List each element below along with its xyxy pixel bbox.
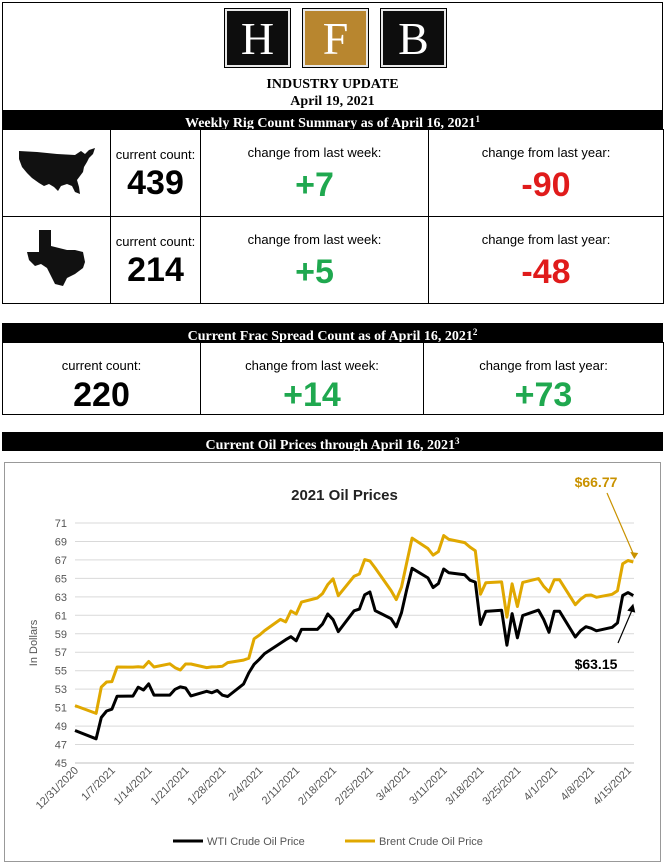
frac-week-cell: change from last week: +14 (200, 342, 424, 415)
legend-wti-label: WTI Crude Oil Price (207, 836, 305, 848)
tx-year-label: change from last year: (481, 232, 611, 247)
logo-letter-b: B (380, 8, 447, 68)
y-tick-label: 47 (55, 740, 67, 752)
x-tick-label: 3/18/2021 (444, 765, 487, 808)
rig-count-table: current count: 439 change from last week… (2, 129, 664, 304)
y-tick-label: 53 (55, 684, 67, 696)
tx-current-cell: current count: 214 (110, 216, 201, 304)
rig-count-title: Weekly Rig Count Summary as of April 16,… (184, 116, 476, 131)
rig-row-texas: current count: 214 change from last week… (2, 216, 664, 304)
us-current-cell: current count: 439 (110, 129, 201, 217)
frac-heading: Current Frac Spread Count as of April 16… (2, 323, 663, 344)
oil-heading: Current Oil Prices through April 16, 202… (2, 432, 663, 453)
tx-year-value: -48 (521, 253, 571, 291)
x-tick-label: 3/25/2021 (480, 765, 523, 808)
us-year-cell: change from last year: -90 (428, 129, 664, 217)
document-date: April 19, 2021 (290, 94, 375, 109)
tx-current-value: 214 (127, 251, 184, 289)
tx-current-label: current count: (115, 234, 196, 249)
y-tick-label: 49 (55, 721, 67, 733)
us-map-cell (2, 129, 111, 217)
y-tick-label: 59 (55, 629, 67, 641)
tx-week-label: change from last week: (247, 232, 382, 247)
brent-annotation-arrowhead (630, 552, 639, 560)
rig-row-us: current count: 439 change from last week… (2, 129, 664, 217)
x-tick-label: 1/28/2021 (185, 765, 228, 808)
wti-annotation-arrowhead (627, 603, 636, 613)
oil-price-chart-svg: 2021 Oil Prices 45 47 49 51 53 55 57 59 61 63 65 67 6… (28, 474, 639, 848)
frac-year-cell: change from last year: +73 (423, 342, 664, 415)
x-tick-label: 1/14/2021 (112, 765, 155, 808)
x-tick-label: 2/11/2021 (260, 765, 303, 808)
hfb-logo: H F B (224, 8, 447, 68)
y-tick-label: 65 (55, 573, 67, 585)
frac-week-value: +14 (283, 376, 341, 414)
wti-price-line (74, 566, 635, 741)
frac-current-cell: current count: 220 (2, 342, 201, 415)
y-tick-label: 61 (55, 610, 67, 622)
document-title: INDUSTRY UPDATE (266, 77, 399, 92)
header: H F B INDUSTRY UPDATE April 19, 2021 (2, 2, 663, 110)
wti-annotation-arrow (617, 609, 633, 644)
rig-count-heading: Weekly Rig Count Summary as of April 16,… (2, 110, 663, 131)
oil-title: Current Oil Prices through April 16, 202… (205, 438, 456, 453)
brent-annotation-label: $66.77 (575, 474, 618, 490)
brent-price-line (74, 534, 634, 715)
frac-row: current count: 220 change from last week… (2, 342, 664, 415)
brent-annotation-arrow (606, 492, 635, 557)
wti-annotation-label: $63.15 (575, 656, 618, 672)
us-year-value: -90 (521, 166, 571, 204)
x-tick-label: 12/31/2020 (34, 765, 81, 812)
tx-week-value: +5 (295, 253, 334, 291)
y-tick-label: 45 (55, 758, 67, 770)
logo-letter-f: F (302, 8, 369, 68)
frac-title: Current Frac Spread Count as of April 16… (187, 329, 473, 344)
x-tick-label: 2/18/2021 (296, 765, 339, 808)
texas-map-icon (26, 229, 85, 286)
rig-count-footnote: 1 (475, 114, 481, 124)
oil-price-chart: 2021 Oil Prices 45 47 49 51 53 55 57 59 61 63 65 67 6… (4, 462, 661, 862)
y-tick-label: 63 (55, 592, 67, 604)
y-tick-label: 67 (55, 555, 67, 567)
us-year-label: change from last year: (481, 145, 611, 160)
x-tick-label: 1/21/2021 (149, 765, 192, 808)
y-tick-label: 55 (55, 666, 67, 678)
y-tick-label: 69 (55, 536, 67, 548)
x-tick-label: 3/11/2021 (407, 765, 450, 808)
y-tick-label: 71 (55, 518, 67, 530)
chart-title: 2021 Oil Prices (291, 487, 398, 504)
frac-table: current count: 220 change from last week… (2, 342, 664, 415)
y-tick-label: 57 (55, 647, 67, 659)
tx-week-cell: change from last week: +5 (200, 216, 429, 304)
tx-year-cell: change from last year: -48 (428, 216, 664, 304)
us-week-label: change from last week: (247, 145, 382, 160)
us-current-label: current count: (115, 147, 196, 162)
frac-week-label: change from last week: (245, 358, 379, 373)
frac-year-value: +73 (514, 376, 573, 414)
frac-year-label: change from last year: (479, 358, 608, 373)
texas-map-cell (2, 216, 111, 304)
y-tick-label: 51 (55, 703, 67, 715)
usa-map-icon (18, 147, 95, 194)
us-week-cell: change from last week: +7 (200, 129, 429, 217)
frac-footnote: 2 (472, 327, 478, 337)
frac-current-value: 220 (73, 376, 130, 414)
x-tick-label: 2/25/2021 (333, 765, 376, 808)
x-tick-label: 4/15/2021 (591, 765, 634, 808)
us-current-value: 439 (127, 164, 184, 202)
legend-brent-label: Brent Crude Oil Price (379, 836, 483, 848)
us-week-value: +7 (295, 166, 334, 204)
y-axis-label: In Dollars (28, 619, 40, 666)
oil-footnote: 3 (455, 436, 460, 446)
x-tick-label: 4/1/2021 (522, 765, 561, 804)
frac-current-label: current count: (61, 358, 142, 373)
logo-letter-h: H (224, 8, 291, 68)
